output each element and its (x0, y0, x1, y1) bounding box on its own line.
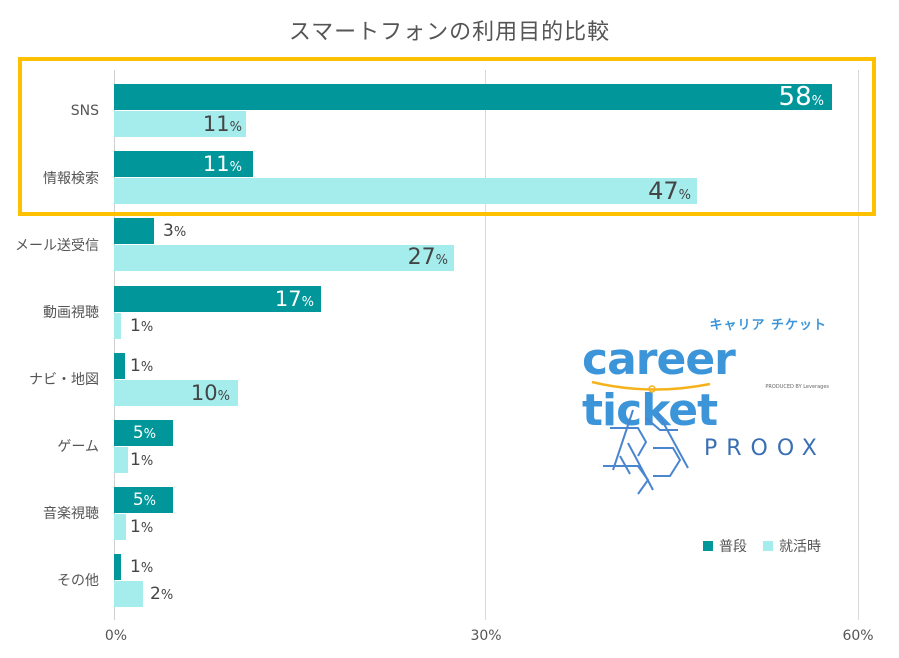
value-label: 1% (130, 316, 154, 336)
career-ticket-kana: キャリア チケット (709, 318, 827, 333)
value-label: 17% (274, 287, 314, 311)
proox-wordmark: PROOX (704, 436, 826, 461)
legend-label-jobhunt: 就活時 (779, 539, 821, 555)
category-label: メール送受信 (15, 238, 99, 254)
tick-60: 60% (842, 628, 874, 644)
value-label: 2% (150, 584, 174, 604)
value-label: 58% (778, 82, 824, 112)
career-ticket-wordmark: career ticket (582, 334, 736, 436)
value-label: 5% (132, 423, 156, 443)
category-label: 情報検索 (43, 171, 99, 187)
value-label: 47% (648, 177, 691, 205)
bar-normal-other (114, 554, 121, 580)
legend-swatch-normal (703, 541, 713, 551)
proox-hexagon-icon (603, 409, 689, 495)
value-label: 11% (202, 152, 242, 176)
value-label: 5% (132, 490, 156, 510)
bar-normal-sns (114, 84, 832, 110)
bar-jobhunt-sns (114, 111, 246, 137)
bar-jobhunt-search (114, 178, 697, 204)
legend-swatch-jobhunt (763, 541, 773, 551)
bar-jobhunt-map (114, 380, 238, 406)
bar-normal-mail (114, 218, 154, 244)
value-label: 1% (130, 557, 154, 577)
tick-0: 0% (104, 628, 128, 644)
bar-normal-search (114, 151, 253, 177)
bar-normal-map (114, 353, 125, 379)
proox-logo: PROOX (598, 408, 828, 498)
value-label: 27% (407, 245, 448, 270)
value-label: 3% (163, 221, 187, 241)
category-label: SNS (70, 103, 99, 119)
bar-normal-music (114, 487, 173, 513)
category-label: ゲーム (57, 439, 99, 455)
axis-zero-line (114, 70, 115, 620)
bar-normal-game (114, 420, 173, 446)
value-label: 1% (130, 517, 154, 537)
gridline-30 (485, 70, 486, 620)
chart-title: スマートフォンの利用目的比較 (288, 20, 611, 45)
value-label: 1% (130, 356, 154, 376)
value-label: 1% (130, 450, 154, 470)
bar-jobhunt-other (114, 581, 143, 607)
category-label: 音楽視聴 (43, 506, 99, 522)
value-label: 11% (202, 112, 242, 136)
tick-30: 30% (470, 628, 502, 644)
bar-normal-video (114, 286, 321, 312)
smile-swoosh-icon (591, 380, 711, 393)
category-label: ナビ・地図 (29, 372, 99, 388)
value-label: 10% (190, 381, 230, 405)
category-label: その他 (57, 573, 99, 589)
career-ticket-produced-by: PRODUCED BY Leverages (765, 384, 829, 390)
bar-jobhunt-game (114, 447, 128, 473)
legend: 普段 就活時 (703, 536, 821, 556)
bar-jobhunt-video (114, 313, 121, 339)
highlight-box (18, 57, 876, 216)
bar-jobhunt-mail (114, 245, 454, 271)
category-label: 動画視聴 (43, 305, 99, 321)
gridline-60 (858, 70, 859, 620)
bar-jobhunt-music (114, 514, 126, 540)
legend-label-normal: 普段 (719, 539, 747, 555)
career-ticket-logo: キャリア チケット career ticket PRODUCED BY Leve… (580, 312, 835, 436)
